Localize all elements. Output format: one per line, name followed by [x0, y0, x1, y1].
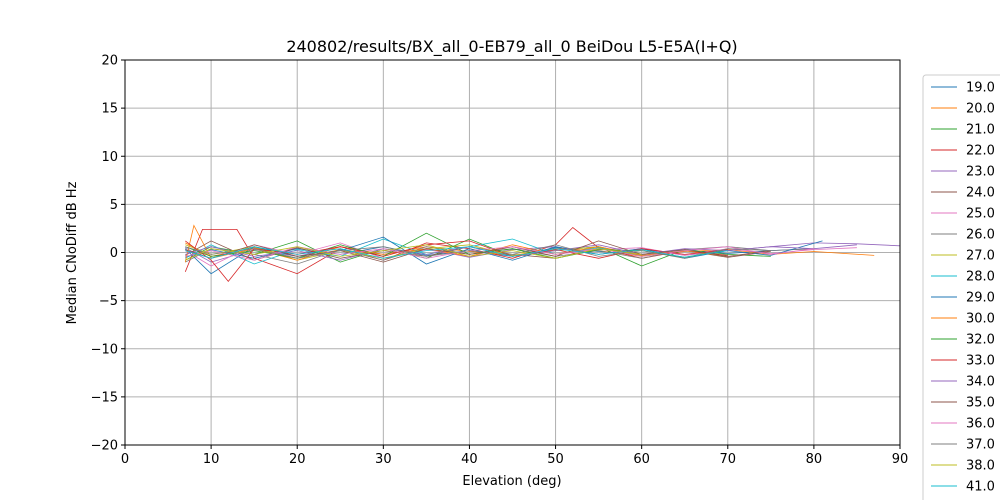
legend-label: 35.0: [966, 396, 995, 411]
x-tick-label: 60: [633, 452, 650, 467]
legend-label: 34.0: [966, 375, 995, 390]
y-tick-label: −20: [91, 439, 118, 454]
x-tick-label: 90: [892, 452, 909, 467]
legend-label: 24.0: [966, 186, 995, 201]
series-line-22-0: [184, 226, 728, 275]
legend-label: 25.0: [966, 207, 995, 222]
legend-label: 20.0: [966, 102, 995, 117]
y-tick-label: 20: [101, 54, 118, 69]
legend-items: 19.0 20.0 21.0 22.0 23.0 24.0 25.0 26.0 27.0 28.0…: [931, 81, 995, 495]
legend-box: [922, 74, 1000, 500]
legend-label: 23.0: [966, 165, 995, 180]
x-tick-label: 70: [720, 452, 737, 467]
legend-label: 29.0: [966, 291, 995, 306]
x-tick-label: 30: [375, 452, 392, 467]
x-tick-label: 50: [547, 452, 564, 467]
series-line-35-0: [185, 240, 771, 263]
legend-label: 41.0: [966, 480, 995, 495]
y-tick-label: −5: [99, 294, 118, 309]
y-tick-label: 5: [110, 198, 118, 213]
y-axis-label: Median CNoDiff dB Hz: [65, 181, 80, 324]
x-tick-label: 0: [121, 452, 129, 467]
grid: [125, 60, 900, 445]
legend-label: 38.0: [966, 459, 995, 474]
legend-label: 19.0: [966, 81, 995, 96]
legend-label: 28.0: [966, 270, 995, 285]
y-axis-ticks: −20 −15 −10 −5 0 5 10 15 20: [91, 54, 125, 454]
series-line-41-0: [185, 246, 728, 259]
legend: 19.0 20.0 21.0 22.0 23.0 24.0 25.0 26.0 27.0 28.0…: [922, 74, 1000, 500]
legend-label: 27.0: [966, 249, 995, 264]
legend-label: 32.0: [966, 333, 995, 348]
series-line-38-0: [185, 244, 642, 261]
x-axis-label: Elevation (deg): [462, 474, 561, 489]
chart-title: 240802/results/BX_all_0-EB79_all_0 BeiDo…: [286, 37, 737, 57]
legend-label: 30.0: [966, 312, 995, 327]
y-tick-label: 10: [101, 150, 118, 165]
legend-label: 21.0: [966, 123, 995, 138]
legend-label: 33.0: [966, 354, 995, 369]
series-lines: [184, 224, 901, 283]
legend-label: 36.0: [966, 417, 995, 432]
y-tick-label: 15: [101, 102, 118, 117]
x-axis-ticks: 0 10 20 30 40 50 60 70 80 90: [121, 445, 908, 467]
y-tick-label: −10: [91, 342, 118, 357]
x-tick-label: 10: [203, 452, 220, 467]
series-line-23-0: [185, 242, 901, 263]
x-tick-label: 20: [289, 452, 306, 467]
legend-label: 26.0: [966, 228, 995, 243]
legend-label: 22.0: [966, 144, 995, 159]
x-tick-label: 40: [461, 452, 478, 467]
y-tick-label: −15: [91, 390, 118, 405]
legend-label: 37.0: [966, 438, 995, 453]
x-tick-label: 80: [806, 452, 823, 467]
y-tick-label: 0: [110, 246, 118, 261]
